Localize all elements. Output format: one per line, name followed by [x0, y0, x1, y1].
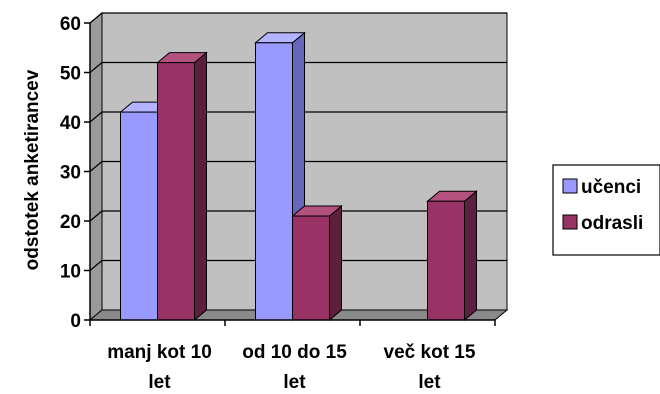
gridlines: [89, 12, 507, 271]
bar-front: [120, 111, 158, 321]
category-label: let: [283, 372, 306, 393]
axes: [84, 22, 496, 326]
y-tick-label: 0: [70, 311, 81, 332]
legend: učenci odrasli: [552, 164, 660, 256]
gridline: [89, 111, 507, 123]
y-tick-labels: 0 10 20 30 40 50 60: [60, 14, 81, 332]
category-label: od 10 do 15: [242, 342, 347, 363]
bar-front: [292, 215, 330, 321]
bar-front: [427, 200, 465, 321]
bars: [119, 31, 478, 322]
legend-label: učenci: [581, 177, 641, 198]
bar-side: [464, 190, 477, 322]
y-tick-label: 10: [60, 262, 81, 283]
bar-side: [329, 204, 342, 322]
category-label: let: [148, 372, 171, 393]
gridline: [89, 160, 507, 172]
category-label: let: [418, 372, 441, 393]
y-tick-label: 30: [60, 163, 81, 184]
legend-swatch: [562, 178, 578, 194]
y-tick-label: 60: [60, 14, 81, 35]
legend-swatch: [562, 214, 578, 230]
bar-1-1: [291, 204, 343, 322]
bar-1-2: [426, 190, 478, 322]
bar-side: [194, 51, 207, 322]
bar-front: [255, 42, 293, 321]
category-label: manj kot 10: [107, 342, 212, 363]
y-axis-label: odstotek anketirancev: [22, 69, 43, 270]
bar-front: [157, 62, 195, 321]
gridline: [89, 61, 507, 73]
gridline: [89, 259, 507, 271]
y-tick-label: 40: [60, 113, 81, 134]
gridline: [89, 12, 507, 24]
bar-1-0: [156, 51, 208, 322]
y-tick-label: 20: [60, 212, 81, 233]
y-tick-label: 50: [60, 64, 81, 85]
legend-label: odrasli: [581, 213, 643, 234]
gridline: [89, 210, 507, 222]
x-category-labels: manj kot 10 let od 10 do 15 let več kot 15 le…: [107, 342, 476, 393]
category-label: več kot 15: [384, 342, 476, 363]
